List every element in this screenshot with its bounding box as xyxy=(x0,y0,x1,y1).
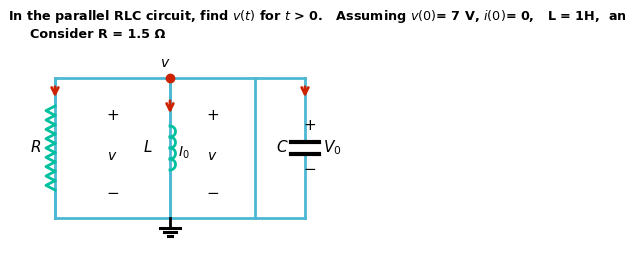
Text: $v$: $v$ xyxy=(208,149,217,163)
Text: R: R xyxy=(31,140,41,155)
Text: Consider R = 1.5 Ω: Consider R = 1.5 Ω xyxy=(30,28,166,41)
Text: +: + xyxy=(206,108,219,123)
Text: −: − xyxy=(106,185,119,200)
Text: $I_0$: $I_0$ xyxy=(178,145,189,161)
Text: In the parallel RLC circuit, find $v(t)$ for $t$ > 0.   Assuming $v(0)$= 7 V, $i: In the parallel RLC circuit, find $v(t)$… xyxy=(8,8,625,25)
Text: −: − xyxy=(304,163,316,177)
Text: +: + xyxy=(304,118,316,134)
Text: L: L xyxy=(144,140,152,155)
Text: −: − xyxy=(206,185,219,200)
Text: +: + xyxy=(106,108,119,123)
Text: $v$: $v$ xyxy=(107,149,118,163)
Text: $V_0$: $V_0$ xyxy=(323,139,341,157)
Text: C: C xyxy=(276,140,287,155)
Text: $v$: $v$ xyxy=(160,56,170,70)
